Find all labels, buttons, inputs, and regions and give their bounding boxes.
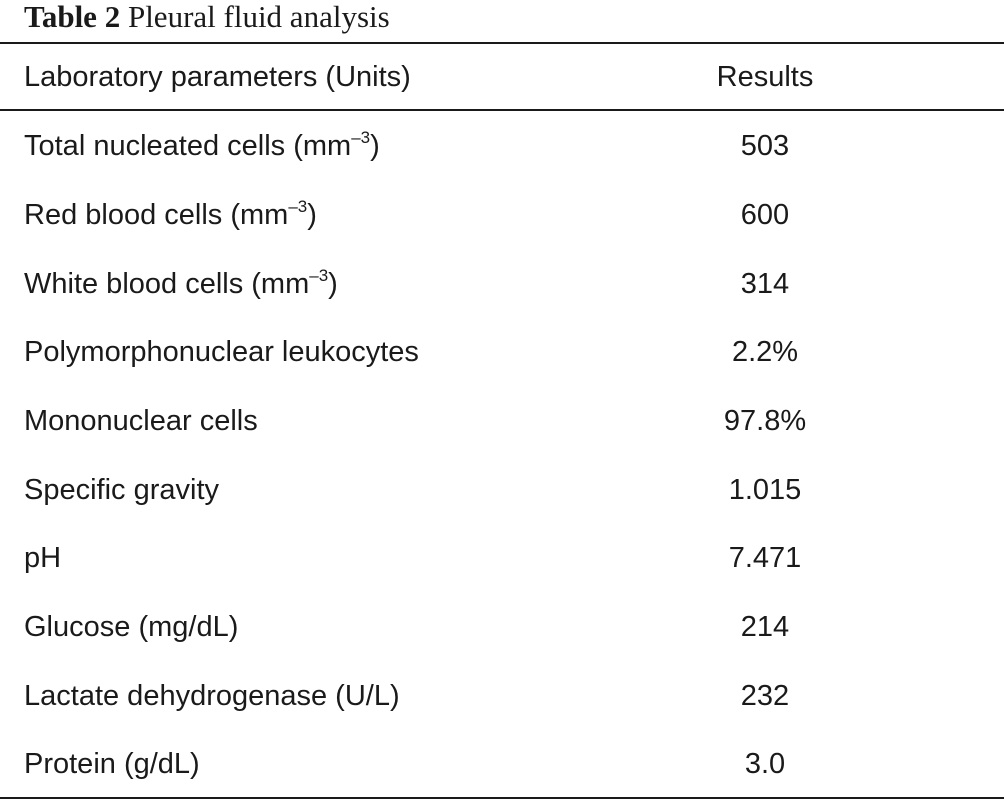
row-result: 3.0 <box>744 748 786 780</box>
table-bottom-rule <box>0 797 1004 799</box>
row-parameter: White blood cells (mm–3) <box>24 266 338 300</box>
table-row: Total nucleated cells (mm–3) 503 <box>0 126 1004 166</box>
header-result: Results <box>716 61 814 93</box>
table-row: pH 7.471 <box>0 538 1004 578</box>
table-header-row: Laboratory parameters (Units) Results <box>0 57 1004 97</box>
row-parameter: Total nucleated cells (mm–3) <box>24 128 380 162</box>
table-row: Mononuclear cells 97.8% <box>0 401 1004 441</box>
unit-superscript: –3 <box>351 128 371 147</box>
header-parameter: Laboratory parameters (Units) <box>24 61 411 93</box>
row-result: 600 <box>740 199 790 231</box>
row-result: 1.015 <box>728 474 802 506</box>
row-result: 97.8% <box>723 405 807 437</box>
table-row: Glucose (mg/dL) 214 <box>0 607 1004 647</box>
table-row: Polymorphonuclear leukocytes 2.2% <box>0 332 1004 372</box>
row-result: 2.2% <box>731 336 799 368</box>
table-caption-title: Pleural fluid analysis <box>127 0 390 34</box>
row-parameter: Polymorphonuclear leukocytes <box>24 336 419 368</box>
table-caption: Table 2 Pleural fluid analysis <box>24 0 390 34</box>
row-result: 214 <box>740 611 790 643</box>
row-result: 314 <box>740 268 790 300</box>
table-caption-label: Table 2 <box>24 0 121 34</box>
table-row: White blood cells (mm–3) 314 <box>0 264 1004 304</box>
row-parameter: Glucose (mg/dL) <box>24 611 239 643</box>
row-parameter: Protein (g/dL) <box>24 748 200 780</box>
row-result: 503 <box>740 130 790 162</box>
row-result: 232 <box>740 680 790 712</box>
table-row: Red blood cells (mm–3) 600 <box>0 195 1004 235</box>
row-parameter: Lactate dehydrogenase (U/L) <box>24 680 400 712</box>
table-header-rule <box>0 109 1004 111</box>
row-parameter: pH <box>24 542 62 574</box>
table-row: Lactate dehydrogenase (U/L) 232 <box>0 676 1004 716</box>
table-row: Specific gravity 1.015 <box>0 470 1004 510</box>
row-parameter: Red blood cells (mm–3) <box>24 197 317 231</box>
table-top-rule <box>0 42 1004 44</box>
unit-superscript: –3 <box>309 266 329 285</box>
table-row: Protein (g/dL) 3.0 <box>0 744 1004 784</box>
row-parameter: Mononuclear cells <box>24 405 258 437</box>
unit-superscript: –3 <box>288 197 308 216</box>
row-result: 7.471 <box>728 542 802 574</box>
row-parameter: Specific gravity <box>24 474 220 506</box>
